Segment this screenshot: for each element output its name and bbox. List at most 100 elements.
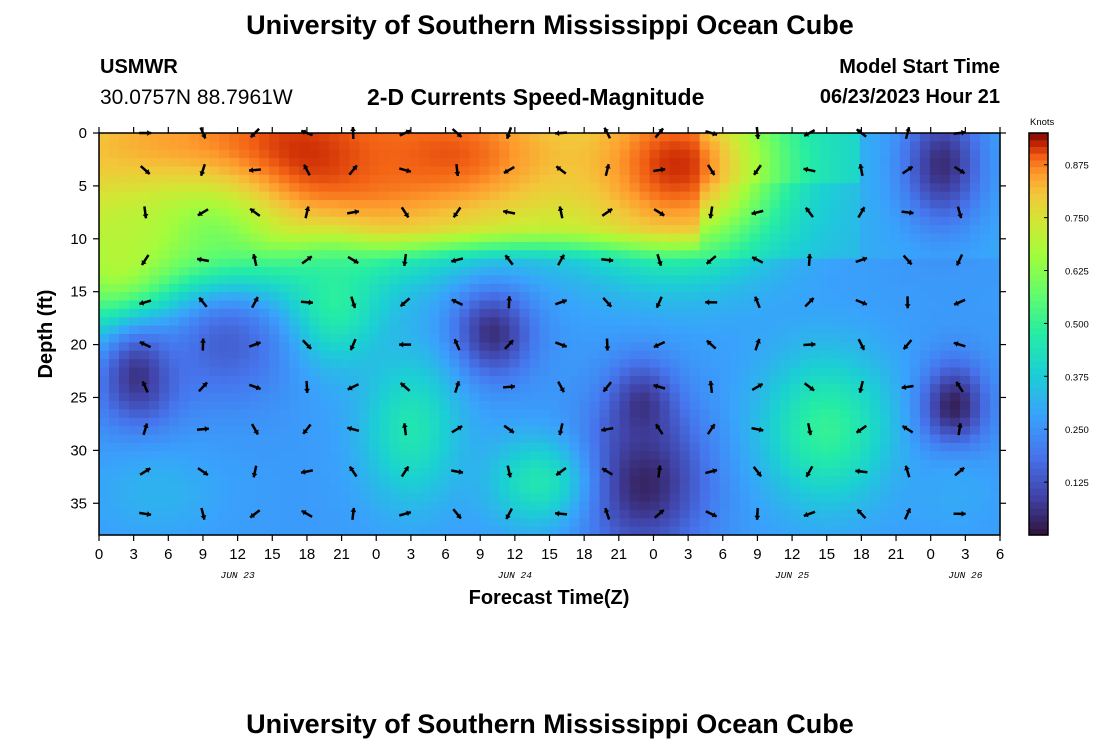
heatmap-cell (119, 292, 130, 302)
x-tick-label: 12 (229, 546, 246, 563)
heatmap-cell (989, 468, 1001, 477)
heatmap-cell (789, 434, 801, 444)
heatmap-cell (299, 493, 310, 503)
heatmap-cell (289, 342, 300, 352)
heatmap-cell (329, 225, 340, 235)
heatmap-cell (879, 183, 891, 193)
heatmap-cell (279, 409, 290, 419)
heatmap-cell (769, 283, 781, 293)
heatmap-cell (859, 183, 871, 193)
heatmap-cell (719, 216, 731, 226)
heatmap-cell (479, 300, 491, 310)
heatmap-cell (109, 434, 120, 444)
heatmap-cell (189, 350, 200, 360)
heatmap-cell (689, 300, 701, 310)
heatmap-cell (459, 367, 471, 377)
heatmap-cell (629, 493, 641, 503)
heatmap-cell (349, 493, 360, 503)
heatmap-cell (749, 225, 761, 235)
heatmap-cell (629, 233, 641, 243)
heatmap-cell (469, 451, 481, 461)
heatmap-cell (729, 468, 741, 477)
heatmap-cell (309, 233, 320, 243)
heatmap-cell (919, 484, 931, 494)
heatmap-cell (889, 241, 901, 251)
heatmap-cell (369, 334, 380, 343)
heatmap-cell (99, 509, 110, 519)
heatmap-cell (529, 417, 541, 427)
heatmap-cell (439, 484, 450, 494)
heatmap-cell (259, 233, 270, 243)
heatmap-cell (989, 409, 1001, 419)
heatmap-cell (829, 225, 841, 235)
heatmap-cell (439, 342, 450, 352)
heatmap-cell (439, 367, 450, 377)
current-arrow (300, 299, 314, 306)
heatmap-cell (439, 359, 450, 369)
heatmap-cell (509, 250, 521, 260)
heatmap-cell (259, 133, 270, 142)
heatmap-cell (219, 401, 230, 410)
colorbar-band (1029, 253, 1048, 261)
heatmap-cell (269, 526, 280, 536)
heatmap-cell (189, 133, 200, 142)
heatmap-cell (569, 384, 581, 394)
heatmap-cell (269, 375, 280, 385)
heatmap-cell (459, 158, 471, 168)
colorbar-band (1029, 528, 1048, 536)
heatmap-cell (979, 275, 991, 285)
heatmap-cell (319, 451, 330, 461)
heatmap-cell (519, 325, 531, 335)
heatmap-cell (369, 149, 380, 159)
heatmap-cell (489, 476, 501, 486)
heatmap-cell (579, 258, 591, 268)
heatmap-cell (389, 241, 400, 251)
heatmap-cell (719, 384, 731, 394)
heatmap-cell (279, 493, 290, 503)
heatmap-cell (149, 275, 160, 285)
heatmap-cell (599, 350, 611, 360)
heatmap-cell (609, 241, 621, 251)
heatmap-cell (919, 149, 931, 159)
heatmap-cell (509, 493, 521, 503)
heatmap-cell (639, 401, 651, 410)
heatmap-cell (149, 325, 160, 335)
heatmap-cell (769, 409, 781, 419)
heatmap-cell (879, 350, 891, 360)
heatmap-cell (349, 459, 360, 469)
heatmap-cell (159, 484, 170, 494)
heatmap-cell (409, 133, 420, 142)
heatmap-cell (939, 518, 951, 528)
heatmap-cell (659, 451, 671, 461)
heatmap-cell (969, 241, 981, 251)
heatmap-cell (409, 451, 420, 461)
heatmap-cell (359, 426, 370, 436)
heatmap-cell (549, 342, 561, 352)
heatmap-cell (399, 334, 410, 343)
heatmap-cell (549, 367, 561, 377)
heatmap-cell (759, 191, 771, 201)
heatmap-cell (489, 166, 501, 176)
heatmap-cell (449, 401, 460, 410)
heatmap-cell (959, 233, 971, 243)
heatmap-cell (869, 375, 881, 385)
heatmap-cell (239, 468, 250, 477)
heatmap-cell (369, 133, 380, 142)
heatmap-cell (339, 133, 350, 142)
heatmap-cell (789, 493, 801, 503)
heatmap-cell (279, 384, 290, 394)
heatmap-cell (189, 174, 200, 184)
model-start-time: 06/23/2023 Hour 21 (819, 86, 1000, 108)
heatmap-cell (149, 283, 160, 293)
heatmap-cell (639, 484, 651, 494)
heatmap-cell (979, 267, 991, 276)
heatmap-cell (399, 350, 410, 360)
heatmap-cell (959, 426, 971, 436)
current-arrow (557, 206, 564, 219)
heatmap-cell (899, 191, 911, 201)
heatmap-cell (679, 468, 691, 477)
heatmap-cell (859, 216, 871, 226)
heatmap-cell (879, 459, 891, 469)
heatmap-cell (779, 484, 791, 494)
heatmap-cell (649, 501, 661, 511)
